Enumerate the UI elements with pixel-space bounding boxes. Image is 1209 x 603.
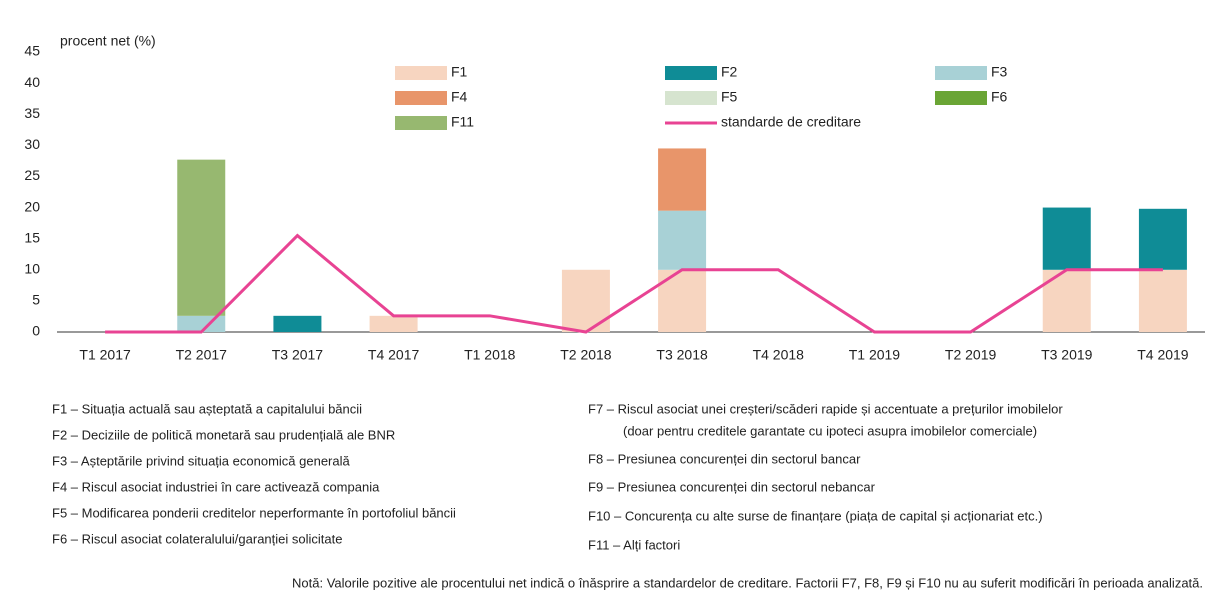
x-tick-label: T2 2018 [560,347,612,363]
bar [273,315,322,332]
factor-note: F11 – Alți factori [588,537,680,552]
legend-label: F5 [721,89,738,105]
bar [658,210,707,270]
bar [369,315,418,332]
y-tick-label: 10 [24,260,40,276]
line [105,233,1163,334]
bar [658,148,707,211]
y-tick-label: 5 [32,292,40,308]
legend-label: F2 [721,64,738,80]
legend-label: F11 [451,114,474,130]
y-tick-label: 25 [24,167,40,183]
y-tick-label: 35 [24,105,40,121]
y-tick-label: 40 [24,74,40,90]
factor-note: F6 – Riscul asociat colateralului/garanț… [52,531,342,546]
legend-label: F3 [991,64,1008,80]
bar [1138,208,1187,270]
x-tick-label: T3 2018 [656,347,708,363]
factor-note: F9 – Presiunea concurenței din sectorul … [588,479,876,494]
factor-note: F2 – Deciziile de politică monetară sau … [52,427,395,442]
bar [1042,207,1091,270]
bar [177,159,226,316]
legend-label: F1 [451,64,468,80]
legend-swatch [665,91,717,105]
legend-label: standarde de creditare [721,114,861,130]
x-tick-label: T3 2017 [272,347,324,363]
x-tick-label: T1 2019 [849,347,901,363]
y-tick-label: 0 [32,323,40,339]
y-tick-label: 20 [24,198,40,214]
x-tick-label: T4 2018 [753,347,805,363]
legend-label: F4 [451,89,468,105]
factor-note: F1 – Situația actuală sau așteptată a ca… [52,401,362,416]
factor-note: F5 – Modificarea ponderii creditelor nep… [52,505,456,520]
factor-note: F3 – Așteptările privind situația econom… [52,453,350,468]
legend-swatch [395,66,447,80]
legend-swatch [395,91,447,105]
legend-label: F6 [991,89,1008,105]
y-tick-label: 30 [24,136,40,152]
y-axis-label: procent net (%) [60,33,156,49]
y-tick-label: 15 [24,229,40,245]
bar [1138,269,1187,332]
factor-note: F10 – Concurența cu alte surse de finanț… [588,508,1043,523]
x-tick-label: T1 2017 [79,347,131,363]
factor-note: F8 – Presiunea concurenței din sectorul … [588,451,861,466]
x-tick-label: T4 2019 [1137,347,1189,363]
x-tick-label: T2 2017 [176,347,228,363]
legend-swatch [935,66,987,80]
legend-swatch [665,66,717,80]
x-tick-label: T4 2017 [368,347,420,363]
x-tick-label: T1 2018 [464,347,516,363]
factor-note: F7 – Riscul asociat unei creșteri/scăder… [588,401,1063,416]
legend-swatch [395,116,447,130]
bar [177,315,226,332]
x-tick-label: T3 2019 [1041,347,1093,363]
note: Notă: Valorile pozitive ale procentului … [292,575,1203,590]
factor-note: (doar pentru creditele garantate cu ipot… [623,423,1037,438]
x-tick-label: T2 2019 [945,347,997,363]
legend-swatch [935,91,987,105]
factor-note: F4 – Riscul asociat industriei în care a… [52,479,380,494]
y-tick-label: 45 [24,43,40,59]
